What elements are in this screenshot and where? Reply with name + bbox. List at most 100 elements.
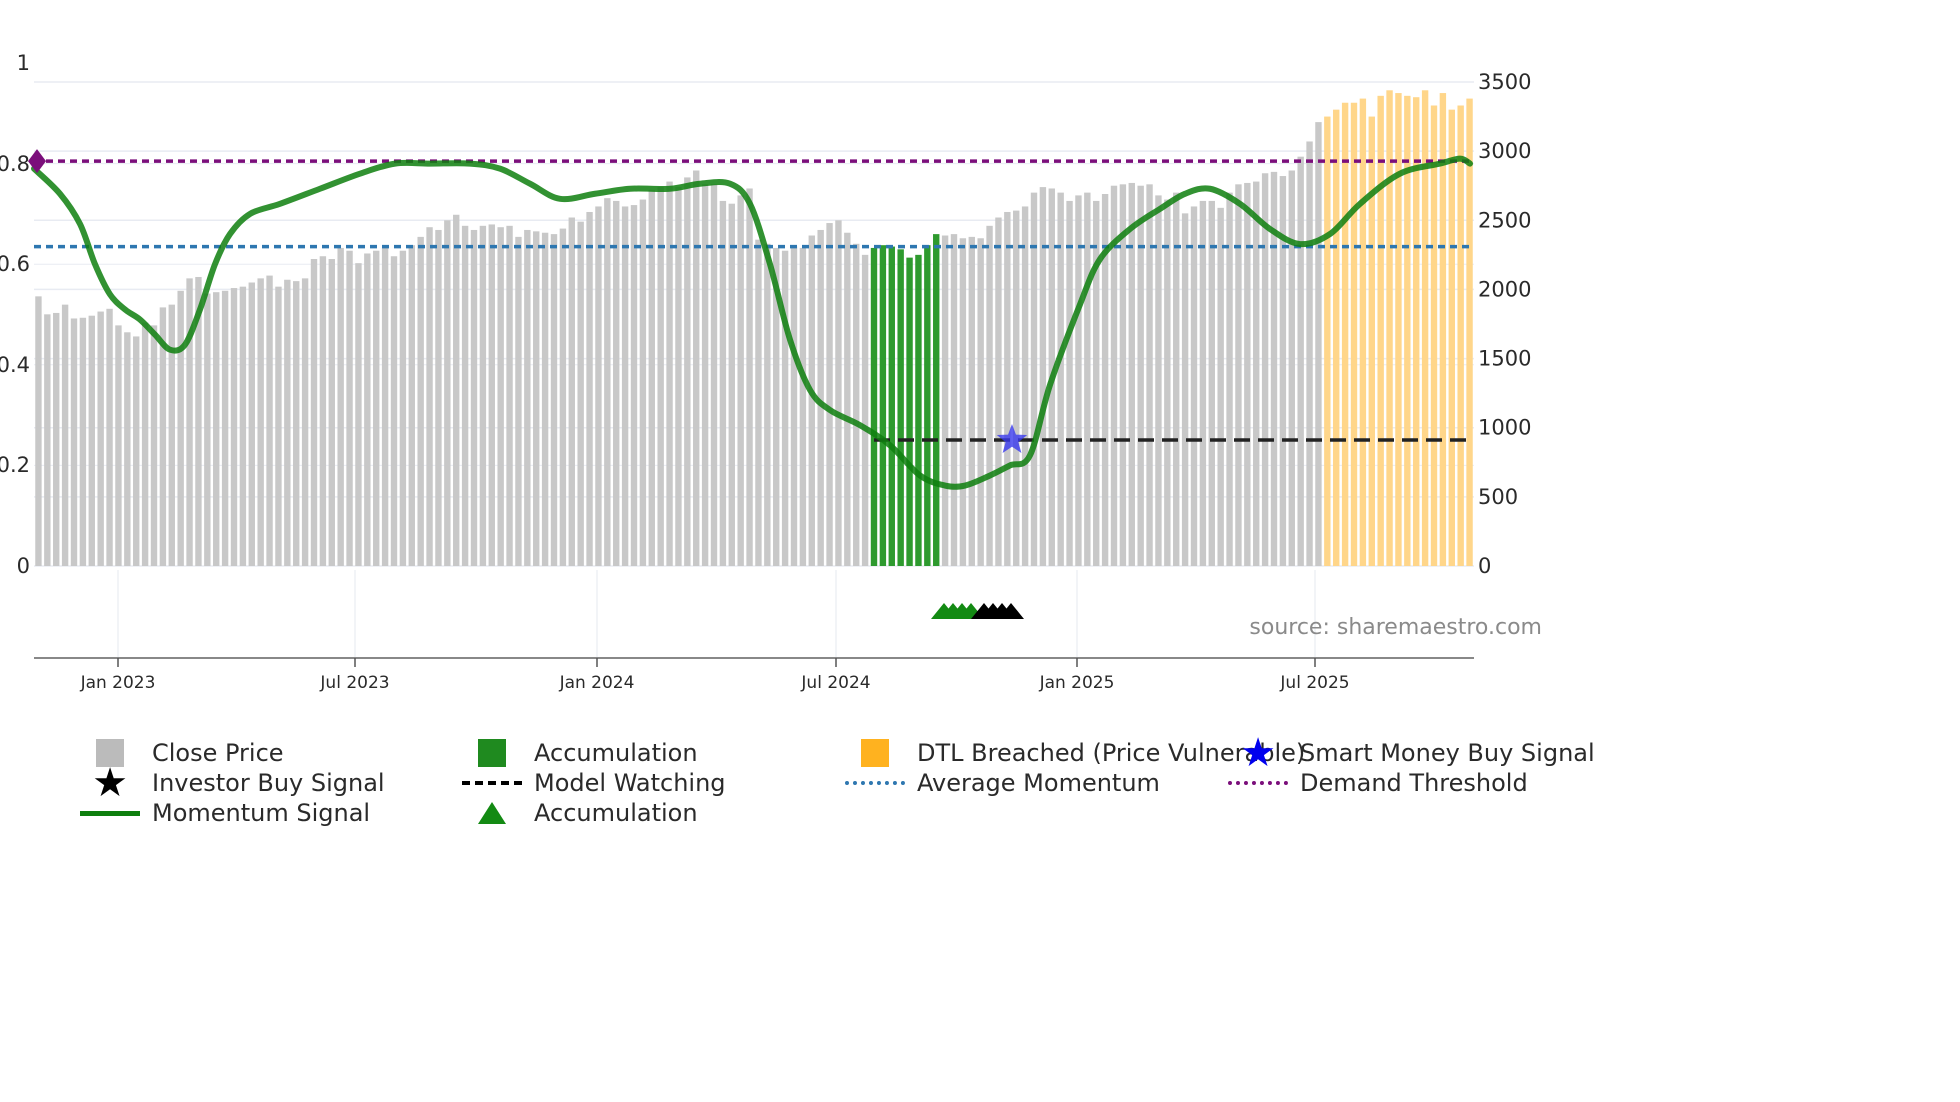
legend-accumulation-markers[interactable]: Accumulation [462, 798, 698, 828]
price-bar [257, 278, 264, 566]
price-bar [479, 225, 487, 566]
legend-demand-threshold[interactable]: Demand Threshold [1228, 768, 1528, 798]
price-bar [70, 318, 78, 566]
price-bar [773, 247, 780, 566]
legend-close-price[interactable]: Close Price [80, 738, 284, 768]
price-bar [533, 231, 540, 566]
price-bar [710, 184, 718, 566]
price-bar [1110, 185, 1118, 566]
legend-accumulation-bars[interactable]: Accumulation [462, 738, 698, 768]
price-bar [293, 281, 300, 566]
price-bar [657, 187, 664, 566]
price-bar [301, 278, 309, 566]
price-bar [977, 238, 984, 566]
price-bar [604, 198, 611, 566]
axes: Jan 2023 Jul 2023 Jan 2024 Jul 2024 Jan 2025… [0, 51, 1531, 693]
price-bar [968, 236, 975, 566]
price-bar [381, 247, 389, 566]
price-bar [1270, 171, 1278, 566]
price-bar [870, 247, 878, 566]
price-bar [195, 276, 202, 566]
price-bar [1146, 184, 1153, 566]
price-bar [941, 235, 949, 567]
price-bar [177, 290, 184, 566]
price-bar [1057, 192, 1064, 566]
legend-label: Investor Buy Signal [152, 769, 385, 797]
legend-label: Accumulation [534, 799, 698, 827]
legend-smart-money[interactable]: ★ Smart Money Buy Signal [1228, 730, 1595, 776]
price-bar [1297, 156, 1304, 566]
price-bar [213, 292, 220, 566]
price-bar [755, 239, 762, 566]
left-tick-label: 0.6 [0, 252, 30, 276]
black-star-icon: ★ [92, 760, 128, 806]
price-bar [230, 288, 238, 566]
price-bar [1039, 187, 1047, 566]
legend-dtl-breached[interactable]: DTL Breached (Price Vulnerable) [845, 738, 1305, 768]
smart-money-star-icon[interactable] [996, 424, 1028, 453]
price-bar [541, 232, 549, 566]
price-bar [568, 217, 575, 566]
price-bar [1359, 98, 1367, 566]
legend-label: Close Price [152, 739, 284, 767]
price-bar [337, 247, 344, 566]
price-bar [390, 256, 398, 566]
price-bar [44, 314, 51, 566]
legend-label: DTL Breached (Price Vulnerable) [917, 739, 1306, 767]
price-bar [764, 243, 771, 566]
price-bar [35, 296, 42, 566]
price-bar [506, 225, 513, 566]
price-bar [1439, 93, 1447, 566]
x-tick-label: Jan 2023 [80, 673, 156, 693]
price-bar [1253, 181, 1260, 566]
blue-star-icon: ★ [1240, 730, 1276, 776]
price-bar [133, 336, 140, 566]
price-bar [639, 199, 647, 567]
price-bar [879, 245, 887, 567]
price-bar [284, 279, 291, 566]
price-bar [701, 184, 709, 566]
price-bar [1226, 192, 1233, 566]
legend-average-momentum[interactable]: Average Momentum [845, 768, 1160, 798]
price-bar [1164, 199, 1171, 567]
legend-model-watching[interactable]: Model Watching [462, 768, 726, 798]
price-bar [915, 254, 922, 566]
legend-label: Average Momentum [917, 769, 1160, 797]
price-bar [328, 259, 335, 566]
price-bar [1128, 182, 1135, 566]
legend-momentum-signal[interactable]: Momentum Signal [80, 798, 370, 828]
price-bar [550, 234, 558, 566]
price-bar [1404, 95, 1411, 566]
momentum-line [31, 155, 1473, 490]
price-bar [1013, 210, 1020, 566]
price-bar [1137, 185, 1144, 566]
price-bar [221, 290, 229, 566]
price-bar [124, 332, 131, 566]
price-bar [106, 308, 113, 566]
investor-buy-triangle-icon[interactable] [998, 603, 1024, 619]
x-tick-label: Jul 2023 [319, 673, 389, 693]
price-bar [248, 282, 255, 566]
x-tick-label: Jan 2025 [1039, 673, 1115, 693]
price-bar [613, 200, 620, 566]
right-tick-label: 2000 [1478, 277, 1531, 301]
price-bar [1075, 195, 1082, 566]
price-bar [844, 232, 851, 566]
price-bar [586, 211, 593, 566]
price-bar [737, 195, 744, 566]
price-bar [719, 200, 727, 566]
price-bar [488, 224, 495, 567]
price-bar [1084, 192, 1091, 566]
price-bar [906, 257, 913, 566]
price-bar [1350, 102, 1358, 566]
green-line-icon [80, 810, 140, 816]
price-bar [1430, 105, 1438, 566]
price-bar [986, 225, 993, 566]
price-bar [1413, 97, 1420, 566]
price-bar [1093, 200, 1100, 566]
price-bar [1315, 122, 1322, 567]
legend-investor-buy[interactable]: ★ Investor Buy Signal [80, 760, 385, 806]
price-bar [1377, 95, 1384, 566]
price-bar [1395, 93, 1402, 566]
price-bar [630, 205, 638, 566]
